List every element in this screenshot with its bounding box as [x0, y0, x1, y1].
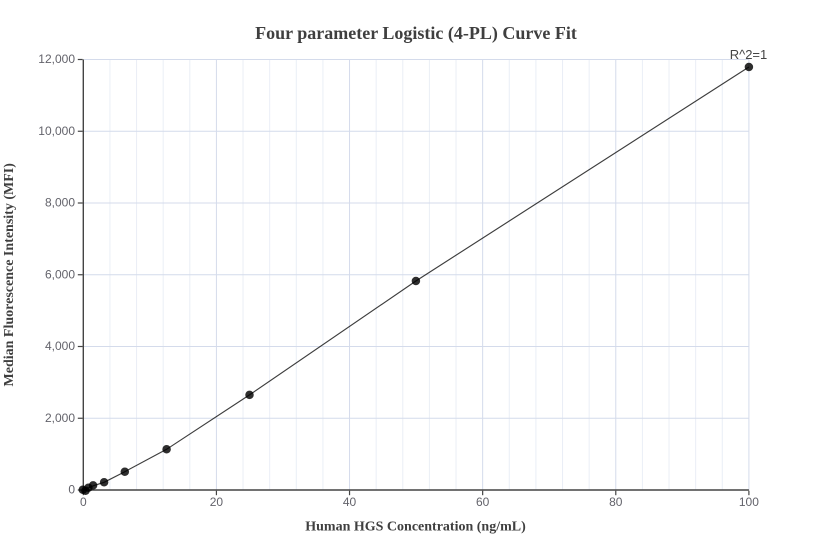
svg-text:80: 80: [609, 495, 623, 509]
svg-text:6,000: 6,000: [45, 267, 75, 281]
svg-text:12,000: 12,000: [38, 52, 75, 66]
svg-text:2,000: 2,000: [45, 411, 75, 425]
svg-text:4,000: 4,000: [45, 339, 75, 353]
svg-text:10,000: 10,000: [38, 124, 75, 138]
svg-text:Median Fluorescence Intensity: Median Fluorescence Intensity (MFI): [2, 163, 17, 387]
svg-text:R^2=1: R^2=1: [730, 47, 768, 62]
svg-text:60: 60: [476, 495, 490, 509]
svg-text:20: 20: [210, 495, 224, 509]
svg-text:40: 40: [343, 495, 357, 509]
svg-text:8,000: 8,000: [45, 196, 75, 210]
svg-text:100: 100: [739, 495, 759, 509]
svg-text:0: 0: [80, 495, 87, 509]
svg-text:0: 0: [68, 483, 75, 497]
svg-text:Four parameter Logistic (4-PL): Four parameter Logistic (4-PL) Curve Fit: [255, 23, 577, 44]
svg-text:Human HGS Concentration (ng/mL: Human HGS Concentration (ng/mL): [305, 520, 526, 535]
